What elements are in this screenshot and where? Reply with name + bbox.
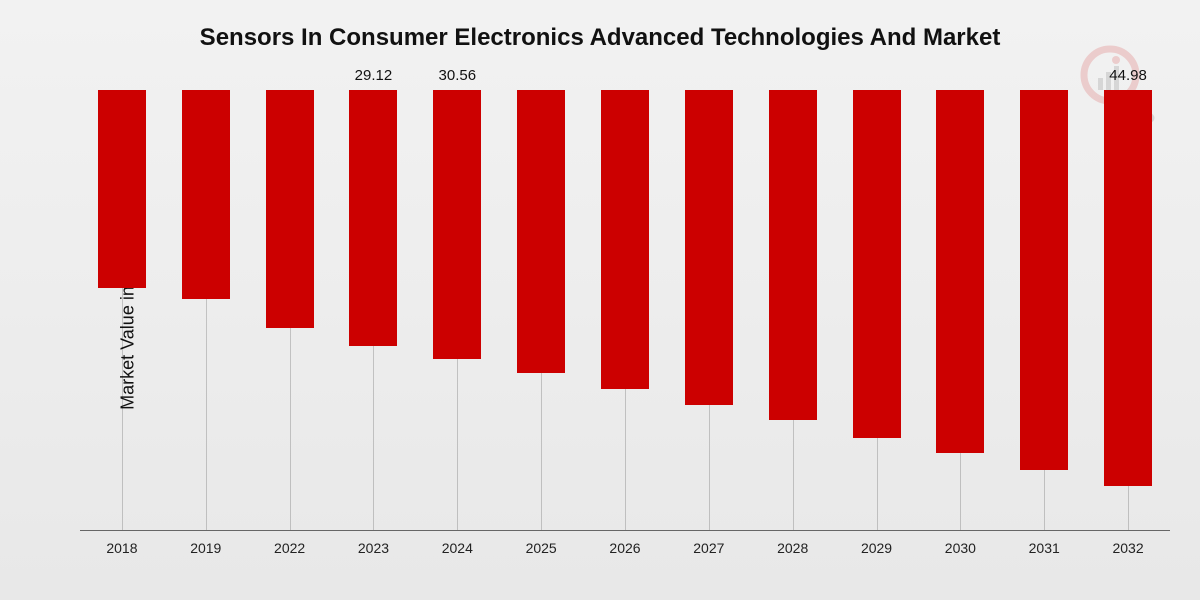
x-tick-label: 2027 xyxy=(667,540,751,556)
plot-area: 29.12 30.56 44.98 xyxy=(80,90,1170,530)
x-tick-label: 2031 xyxy=(1002,540,1086,556)
bar xyxy=(182,90,230,299)
x-axis-line xyxy=(80,530,1170,531)
bar xyxy=(685,90,733,405)
x-tick-label: 2032 xyxy=(1086,540,1170,556)
bar xyxy=(769,90,817,420)
bar xyxy=(98,90,146,288)
bar: 44.98 xyxy=(1104,90,1152,486)
x-tick-label: 2030 xyxy=(918,540,1002,556)
x-axis: 2018201920222023202420252026202720282029… xyxy=(80,530,1170,570)
bar-value-label: 30.56 xyxy=(439,67,477,84)
bar-column xyxy=(667,90,751,530)
bar-column xyxy=(835,90,919,530)
x-tick-label: 2028 xyxy=(751,540,835,556)
bar xyxy=(1020,90,1068,470)
bar-column: 44.98 xyxy=(1086,90,1170,530)
x-tick-label: 2029 xyxy=(835,540,919,556)
bar-column: 30.56 xyxy=(415,90,499,530)
bar-column xyxy=(499,90,583,530)
bar-column xyxy=(248,90,332,530)
x-tick-label: 2026 xyxy=(583,540,667,556)
bar-column: 29.12 xyxy=(332,90,416,530)
x-tick-label: 2019 xyxy=(164,540,248,556)
x-tick-label: 2022 xyxy=(248,540,332,556)
x-tick-label: 2018 xyxy=(80,540,164,556)
bar-column xyxy=(1002,90,1086,530)
bar-column xyxy=(751,90,835,530)
bar-column xyxy=(80,90,164,530)
x-tick-label: 2023 xyxy=(332,540,416,556)
bar-column xyxy=(583,90,667,530)
x-tick-label: 2024 xyxy=(415,540,499,556)
bar-column xyxy=(918,90,1002,530)
x-tick-label: 2025 xyxy=(499,540,583,556)
bar xyxy=(936,90,984,453)
chart-title: Sensors In Consumer Electronics Advanced… xyxy=(200,24,1001,52)
bar-column xyxy=(164,90,248,530)
bars-container: 29.12 30.56 44.98 xyxy=(80,90,1170,530)
bar xyxy=(266,90,314,328)
x-labels-container: 2018201920222023202420252026202720282029… xyxy=(80,530,1170,556)
bar: 30.56 xyxy=(433,90,481,359)
bar xyxy=(517,90,565,373)
bar xyxy=(853,90,901,438)
bar: 29.12 xyxy=(349,90,397,346)
bar-value-label: 44.98 xyxy=(1109,67,1147,84)
bar-value-label: 29.12 xyxy=(355,67,393,84)
bar xyxy=(601,90,649,389)
